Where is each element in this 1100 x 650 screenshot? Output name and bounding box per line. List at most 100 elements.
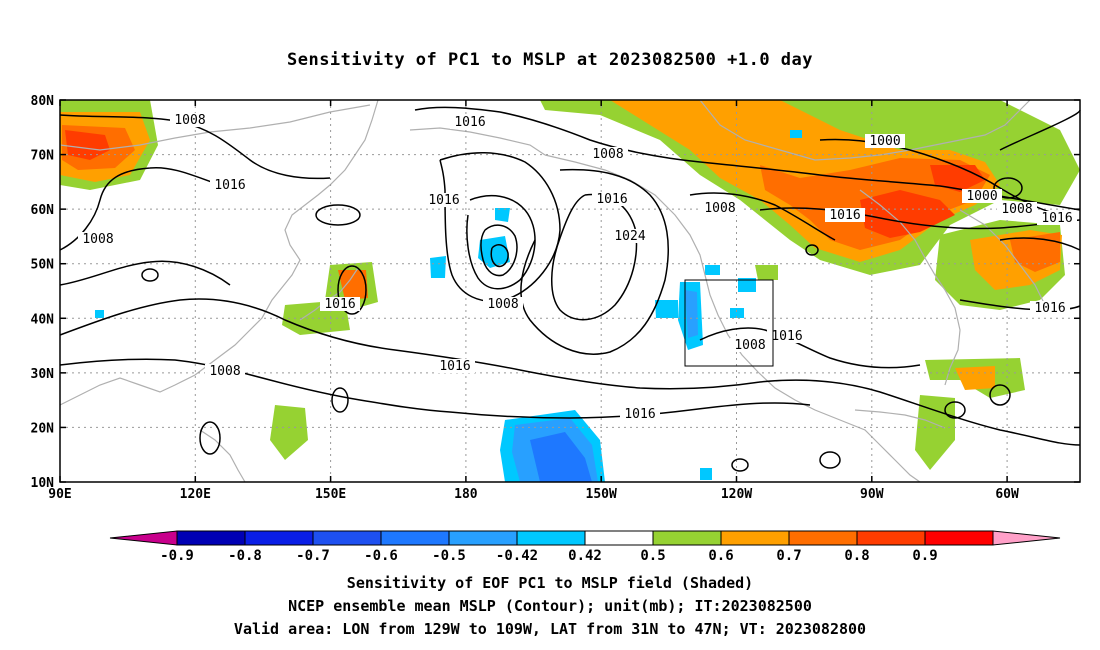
colorbar-swatch bbox=[720, 530, 790, 546]
lon-label: 180 bbox=[454, 487, 478, 502]
mslp-contour bbox=[759, 207, 1081, 230]
contour-label: 1008 bbox=[209, 364, 240, 379]
negative-region bbox=[478, 236, 510, 268]
contour-label: 1008 bbox=[592, 147, 623, 162]
lon-label: 120E bbox=[180, 487, 211, 502]
contour-label-bg bbox=[962, 189, 1002, 203]
mslp-contour bbox=[944, 401, 966, 419]
mslp-contour bbox=[414, 106, 1081, 211]
mslp-contour bbox=[689, 192, 836, 241]
lat-label: 80N bbox=[31, 94, 55, 109]
positive-region bbox=[338, 270, 368, 300]
mslp-contour bbox=[805, 244, 819, 256]
contour-label: 1016 bbox=[214, 178, 245, 193]
latitude-axis: 80N 70N 60N 50N 40N 30N 20N 10N bbox=[31, 94, 1080, 491]
contour-label: 1008 bbox=[734, 338, 765, 353]
coastline bbox=[959, 209, 1046, 306]
colorbar-label: 0.6 bbox=[708, 548, 733, 564]
mslp-contour bbox=[59, 260, 231, 286]
mslp-contour bbox=[59, 167, 241, 251]
negative-region bbox=[655, 300, 678, 318]
lon-label: 90W bbox=[860, 487, 884, 502]
mslp-contour bbox=[551, 193, 638, 321]
colorbar-extend-low bbox=[109, 530, 178, 546]
contour-label: 1016 bbox=[1034, 301, 1065, 316]
contour-labels: 1008 1016 1008 1000 1016 1016 1008 1016 1024 1008… bbox=[78, 113, 1077, 422]
lon-label: 60W bbox=[995, 487, 1019, 502]
contour-label-bg bbox=[320, 297, 360, 311]
contour-label: 1008 bbox=[704, 201, 735, 216]
negative-region bbox=[495, 208, 510, 222]
shaded-positive bbox=[60, 100, 1080, 470]
lon-label: 150E bbox=[315, 487, 346, 502]
contour-label-bg bbox=[210, 178, 250, 192]
mslp-contour bbox=[999, 237, 1081, 251]
mslp-contour bbox=[993, 177, 1023, 199]
mslp-contour bbox=[331, 387, 349, 413]
negative-region bbox=[430, 256, 446, 278]
positive-region bbox=[270, 405, 308, 460]
map-title: Sensitivity of PC1 to MSLP at 2023082500… bbox=[286, 50, 813, 70]
negative-region bbox=[738, 278, 756, 292]
contour-label: 1016 bbox=[1041, 211, 1072, 226]
mslp-contour bbox=[989, 384, 1011, 406]
shaded-negative bbox=[95, 130, 802, 482]
lat-label: 10N bbox=[31, 476, 55, 491]
mslp-contour bbox=[59, 358, 811, 419]
colorbar-label: -0.7 bbox=[296, 548, 330, 564]
coastlines bbox=[59, 99, 1046, 483]
colorbar-swatch bbox=[312, 530, 382, 546]
contour-label-bg bbox=[78, 232, 118, 246]
colorbar-extend-high bbox=[992, 530, 1061, 546]
contour-label-bg bbox=[825, 208, 865, 222]
colorbar-label: 0.9 bbox=[912, 548, 937, 564]
contour-label: 1008 bbox=[487, 297, 518, 312]
mslp-contour bbox=[999, 109, 1081, 151]
colorbar-label: 0.5 bbox=[640, 548, 665, 564]
coastline bbox=[199, 429, 246, 483]
lat-label: 40N bbox=[31, 312, 55, 327]
caption-line-1: Sensitivity of EOF PC1 to MSLP field (Sh… bbox=[346, 574, 754, 592]
contour-label-bg bbox=[730, 338, 770, 352]
colorbar-swatch bbox=[788, 530, 858, 546]
contour-label-bg bbox=[1037, 211, 1077, 225]
contour-label-bg bbox=[610, 229, 650, 243]
positive-region bbox=[955, 366, 995, 390]
mslp-contour bbox=[490, 244, 509, 268]
contour-label-bg bbox=[435, 359, 475, 373]
contour-label-bg bbox=[1030, 301, 1070, 315]
contour-label-bg bbox=[767, 329, 807, 343]
negative-region bbox=[730, 308, 744, 318]
mslp-contour bbox=[819, 451, 841, 469]
mslp-contour bbox=[59, 298, 1081, 446]
mslp-contour bbox=[59, 114, 331, 180]
coastline bbox=[699, 99, 1031, 161]
mslp-contour bbox=[731, 458, 749, 472]
contour-label-bg bbox=[588, 147, 628, 161]
caption-line-2: NCEP ensemble mean MSLP (Contour); unit(… bbox=[288, 597, 812, 615]
contour-label-bg bbox=[170, 113, 210, 127]
contour-label: 1016 bbox=[428, 193, 459, 208]
colorbar-swatch bbox=[584, 530, 654, 546]
colorbar-swatch bbox=[448, 530, 518, 546]
lat-label: 20N bbox=[31, 421, 55, 436]
negative-region bbox=[685, 290, 698, 338]
coastline bbox=[409, 127, 546, 156]
mslp-contour bbox=[199, 421, 221, 455]
colorbar-label: -0.9 bbox=[160, 548, 194, 564]
mslp-contour bbox=[699, 327, 921, 369]
contour-label: 1000 bbox=[869, 134, 900, 149]
contour-label: 1008 bbox=[174, 113, 205, 128]
colorbar-label: -0.42 bbox=[496, 548, 538, 564]
contour-label: 1016 bbox=[324, 297, 355, 312]
coastline bbox=[544, 154, 921, 483]
contour-label-bg bbox=[592, 192, 632, 206]
contour-label: 1008 bbox=[82, 232, 113, 247]
mslp-contour bbox=[141, 268, 159, 282]
gridlines bbox=[60, 100, 1080, 482]
positive-region bbox=[1010, 232, 1060, 272]
positive-region bbox=[65, 130, 110, 160]
contour-label: 1016 bbox=[454, 115, 485, 130]
valid-area-box bbox=[684, 279, 774, 367]
